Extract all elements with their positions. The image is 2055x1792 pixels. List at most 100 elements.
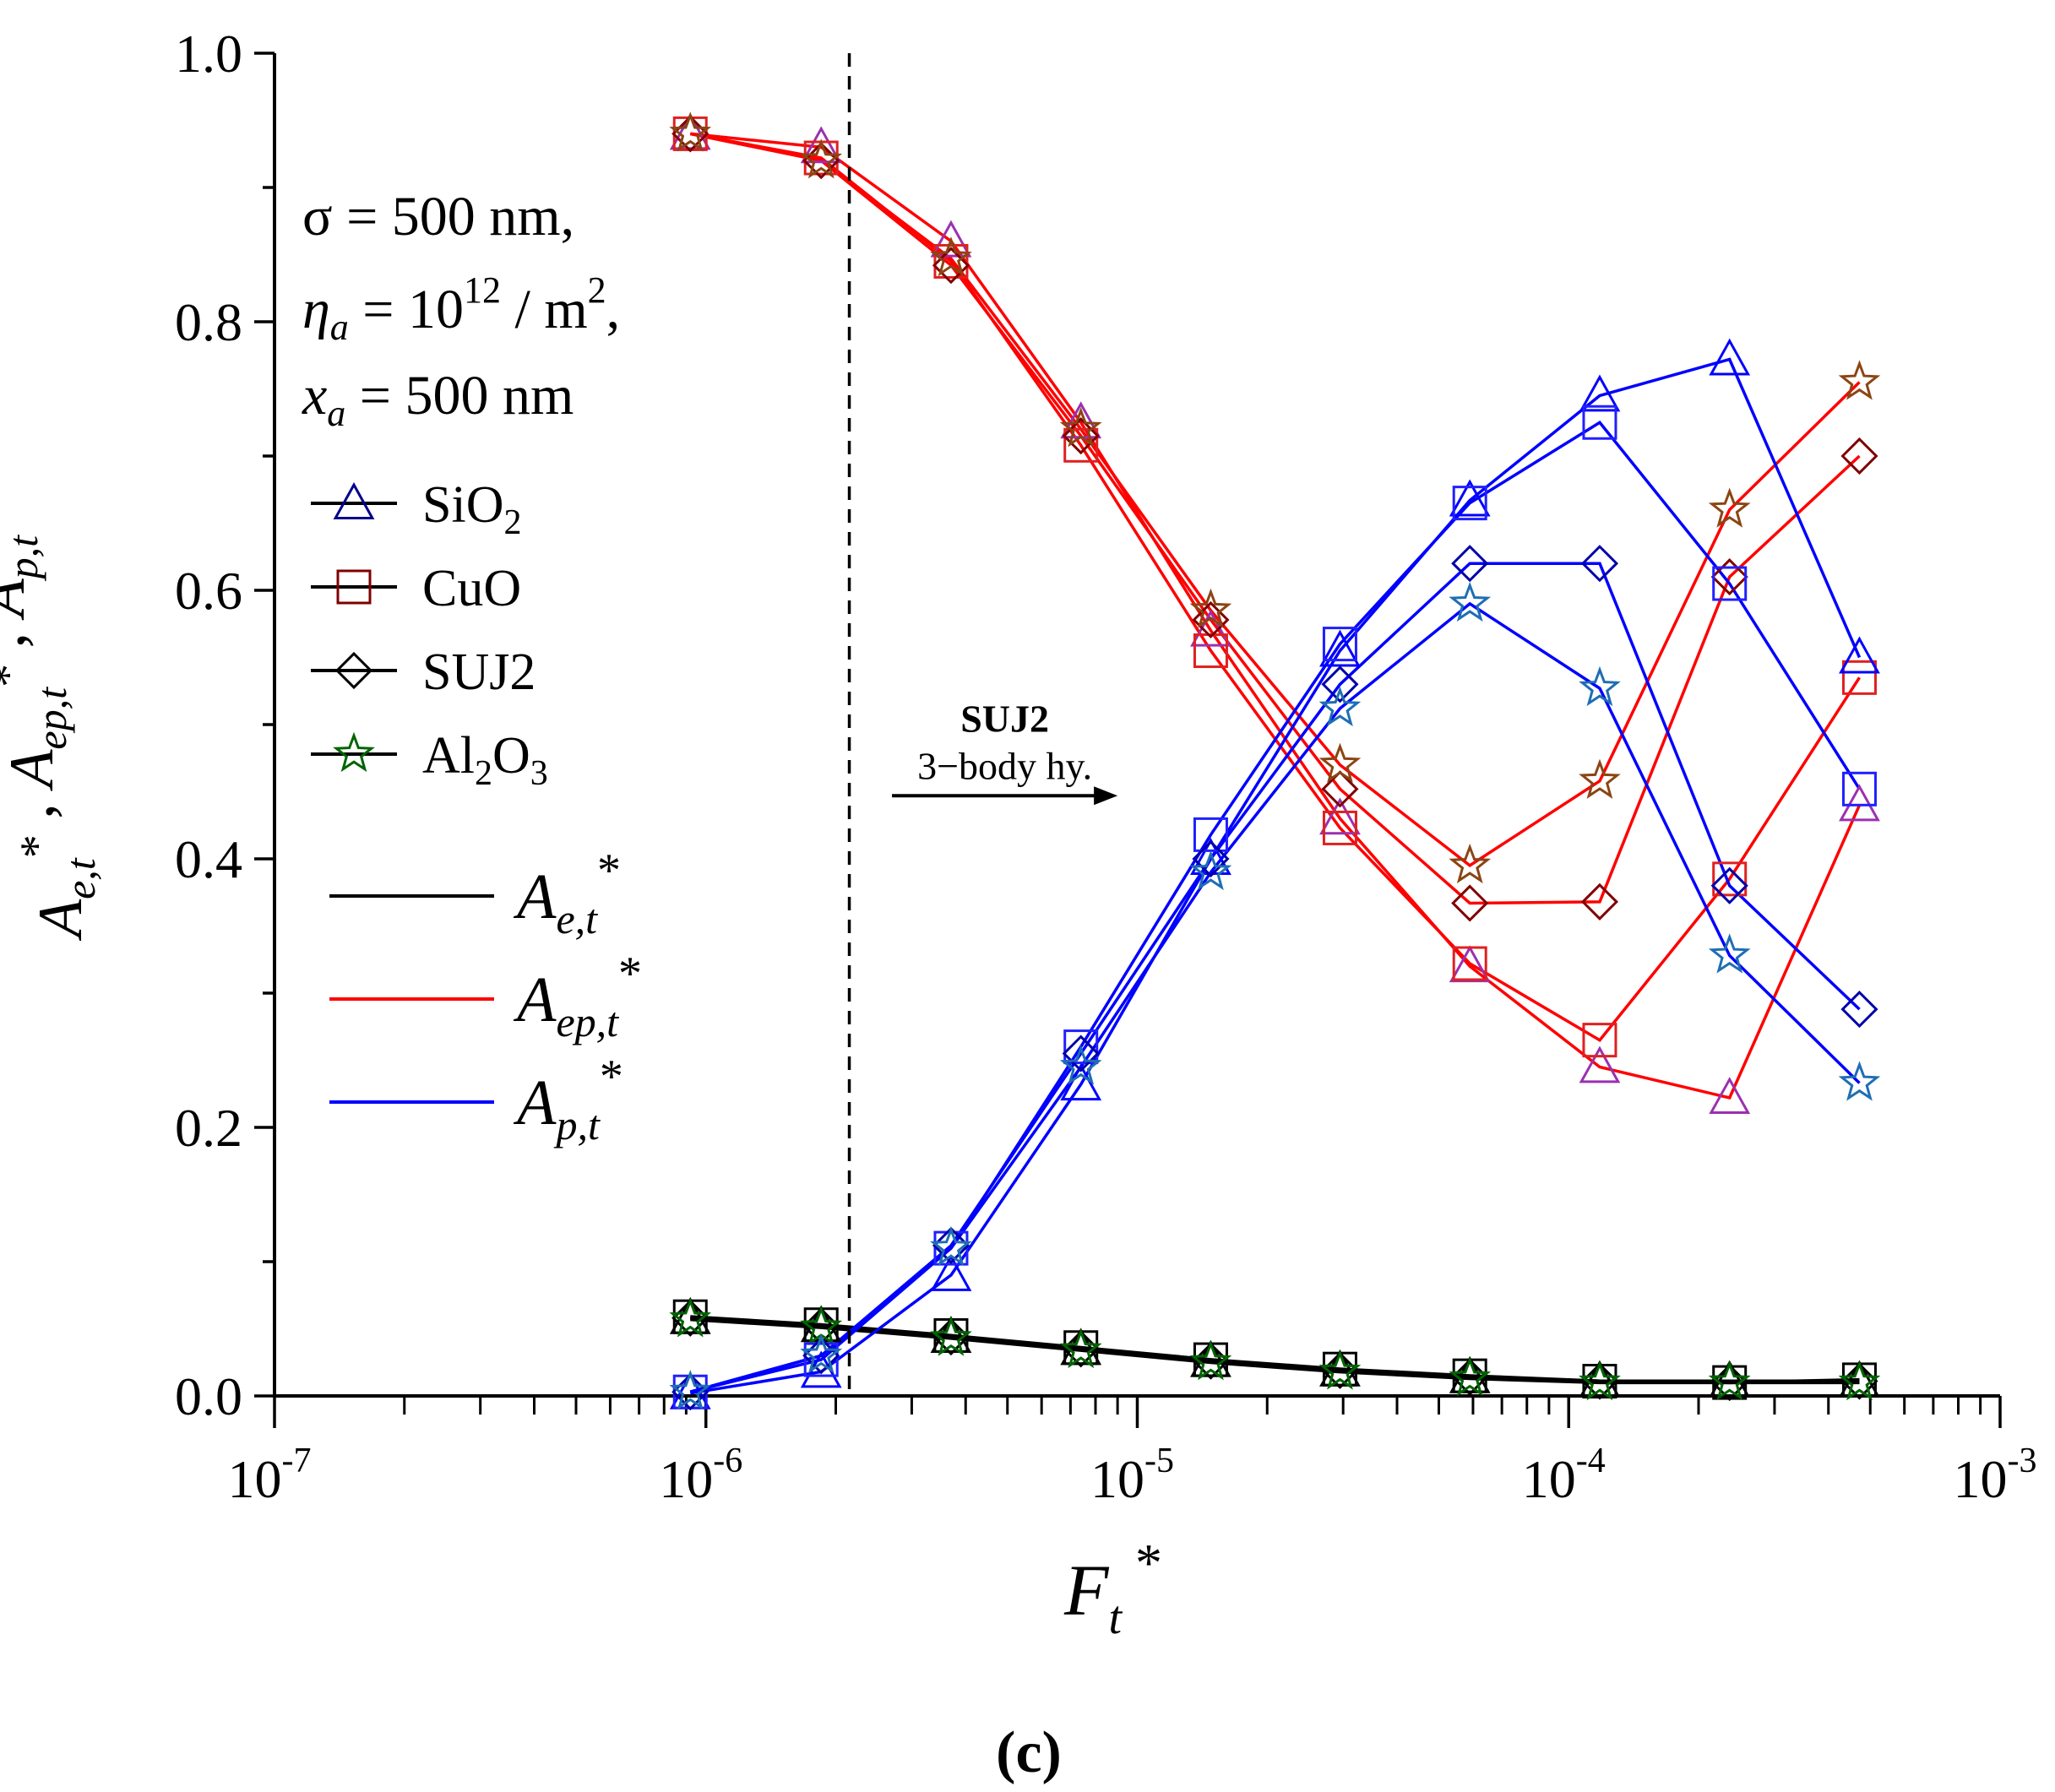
data-point — [1582, 1023, 1617, 1058]
data-point — [1708, 487, 1751, 528]
data-point — [1838, 1360, 1881, 1401]
series-lines — [689, 132, 1862, 1395]
arrow-text: 3−body hy. — [917, 744, 1092, 787]
series-line — [690, 1315, 1860, 1385]
data-point — [1840, 991, 1878, 1029]
data-point — [1841, 660, 1877, 695]
data-point — [1192, 600, 1230, 639]
data-point — [1839, 784, 1880, 822]
legend-label: Aep,t* — [513, 948, 642, 1045]
x-tick-exponent: -6 — [713, 1442, 742, 1480]
data-point — [669, 1297, 712, 1338]
param-sigma: σ = 500 nm, — [302, 186, 574, 247]
legend-marker — [336, 569, 372, 605]
data-point — [930, 1226, 972, 1267]
data-point — [1838, 1061, 1881, 1101]
param-eta: ηa = 1012 / m2, — [302, 269, 620, 348]
data-point — [933, 243, 969, 279]
data-point — [800, 1333, 843, 1374]
series-line — [689, 420, 1861, 1393]
data-point — [1712, 861, 1748, 897]
legend-label: SUJ2 — [422, 643, 535, 701]
axes: 0.00.20.40.60.81.010-7 10-6 10-5 10-4 10-3 — [175, 24, 2037, 1509]
x-tick-base: 10 — [228, 1449, 282, 1509]
labels: Ft * Ae,t* , Aep,t* , Ap,t* (c) — [0, 512, 1162, 1785]
annotations: σ = 500 nm, ηa = 1012 / m2, xa = 500 nm SUJ… — [302, 53, 1118, 1396]
data-point — [1452, 486, 1487, 521]
data-point — [1708, 933, 1751, 974]
data-point — [1063, 427, 1099, 463]
data-point — [1709, 338, 1751, 376]
arrow-title: SUJ2 — [960, 697, 1049, 740]
data-point — [669, 1370, 712, 1410]
series-line — [689, 601, 1861, 1393]
data-point — [1710, 866, 1748, 904]
data-point — [1189, 850, 1232, 891]
x-tick-exponent: -3 — [2008, 1442, 2037, 1480]
data-point — [1449, 479, 1491, 517]
data-point — [1190, 838, 1231, 875]
data-point — [1062, 417, 1100, 455]
legend-marker — [333, 731, 375, 773]
data-point — [1059, 1328, 1102, 1369]
x-tick-exponent: -5 — [1144, 1442, 1174, 1480]
data-point — [1712, 566, 1748, 601]
param-xa: xa = 500 nm — [302, 365, 574, 434]
series-line — [690, 1317, 1860, 1385]
x-tick-label: 10-4 — [1522, 1442, 1606, 1509]
series-line — [690, 132, 1862, 1100]
y-tick-label: 0.8 — [175, 292, 242, 352]
data-point — [1322, 810, 1357, 845]
y-tick-label: 0.2 — [175, 1098, 242, 1158]
data-point — [1189, 588, 1232, 628]
data-point — [1319, 629, 1361, 667]
series-line — [689, 132, 1861, 1042]
x-tick-exponent: -7 — [282, 1442, 312, 1480]
x-tick-exponent: -4 — [1576, 1442, 1606, 1480]
y-axis-label: Ae,t* , Aep,t* , Ap,t* — [0, 512, 104, 942]
x-tick-base: 10 — [1522, 1449, 1576, 1509]
data-point — [1059, 1045, 1102, 1085]
data-point — [1838, 360, 1881, 400]
legend-label: Ae,t* — [513, 844, 621, 942]
data-point — [1321, 665, 1359, 703]
data-point — [1060, 1063, 1102, 1101]
data-point — [1579, 1045, 1621, 1083]
legend-marker — [334, 651, 373, 690]
data-point — [932, 1226, 970, 1264]
data-point — [1580, 882, 1619, 920]
data-point — [1579, 374, 1621, 412]
data-point — [1451, 884, 1489, 922]
data-point — [1319, 797, 1361, 835]
y-tick-label: 1.0 — [175, 24, 242, 84]
legend-marker — [333, 482, 375, 519]
panel-label: (c) — [996, 1720, 1062, 1785]
y-tick-label: 0.0 — [175, 1366, 242, 1426]
data-point — [1449, 945, 1491, 983]
series-line — [690, 357, 1862, 1395]
data-point — [1579, 665, 1621, 707]
data-point — [1449, 581, 1492, 622]
data-point — [669, 112, 711, 150]
y-tick-label: 0.6 — [175, 561, 242, 621]
y-tick-label: 0.4 — [175, 829, 242, 889]
data-point — [803, 1342, 839, 1377]
data-point — [1579, 1360, 1621, 1401]
x-tick-label: 10-3 — [1954, 1442, 2037, 1509]
data-point — [1321, 770, 1359, 808]
x-tick-base: 10 — [659, 1449, 713, 1509]
data-point — [930, 220, 972, 258]
legend-label: SiO2 — [422, 476, 521, 542]
data-point — [1709, 1077, 1751, 1114]
series-markers — [669, 111, 1881, 1411]
legend-label: CuO — [422, 560, 521, 617]
legend: SiO2 CuO SUJ2 Al2O3 Ae,t*Aep,t*Ap,t* — [311, 476, 642, 1149]
data-point — [800, 138, 843, 179]
data-point — [1318, 1349, 1362, 1390]
arrow-head — [1094, 786, 1118, 806]
data-point — [930, 236, 972, 277]
data-point — [1062, 1034, 1100, 1072]
data-point — [1708, 1360, 1751, 1401]
series-line — [689, 132, 1861, 868]
